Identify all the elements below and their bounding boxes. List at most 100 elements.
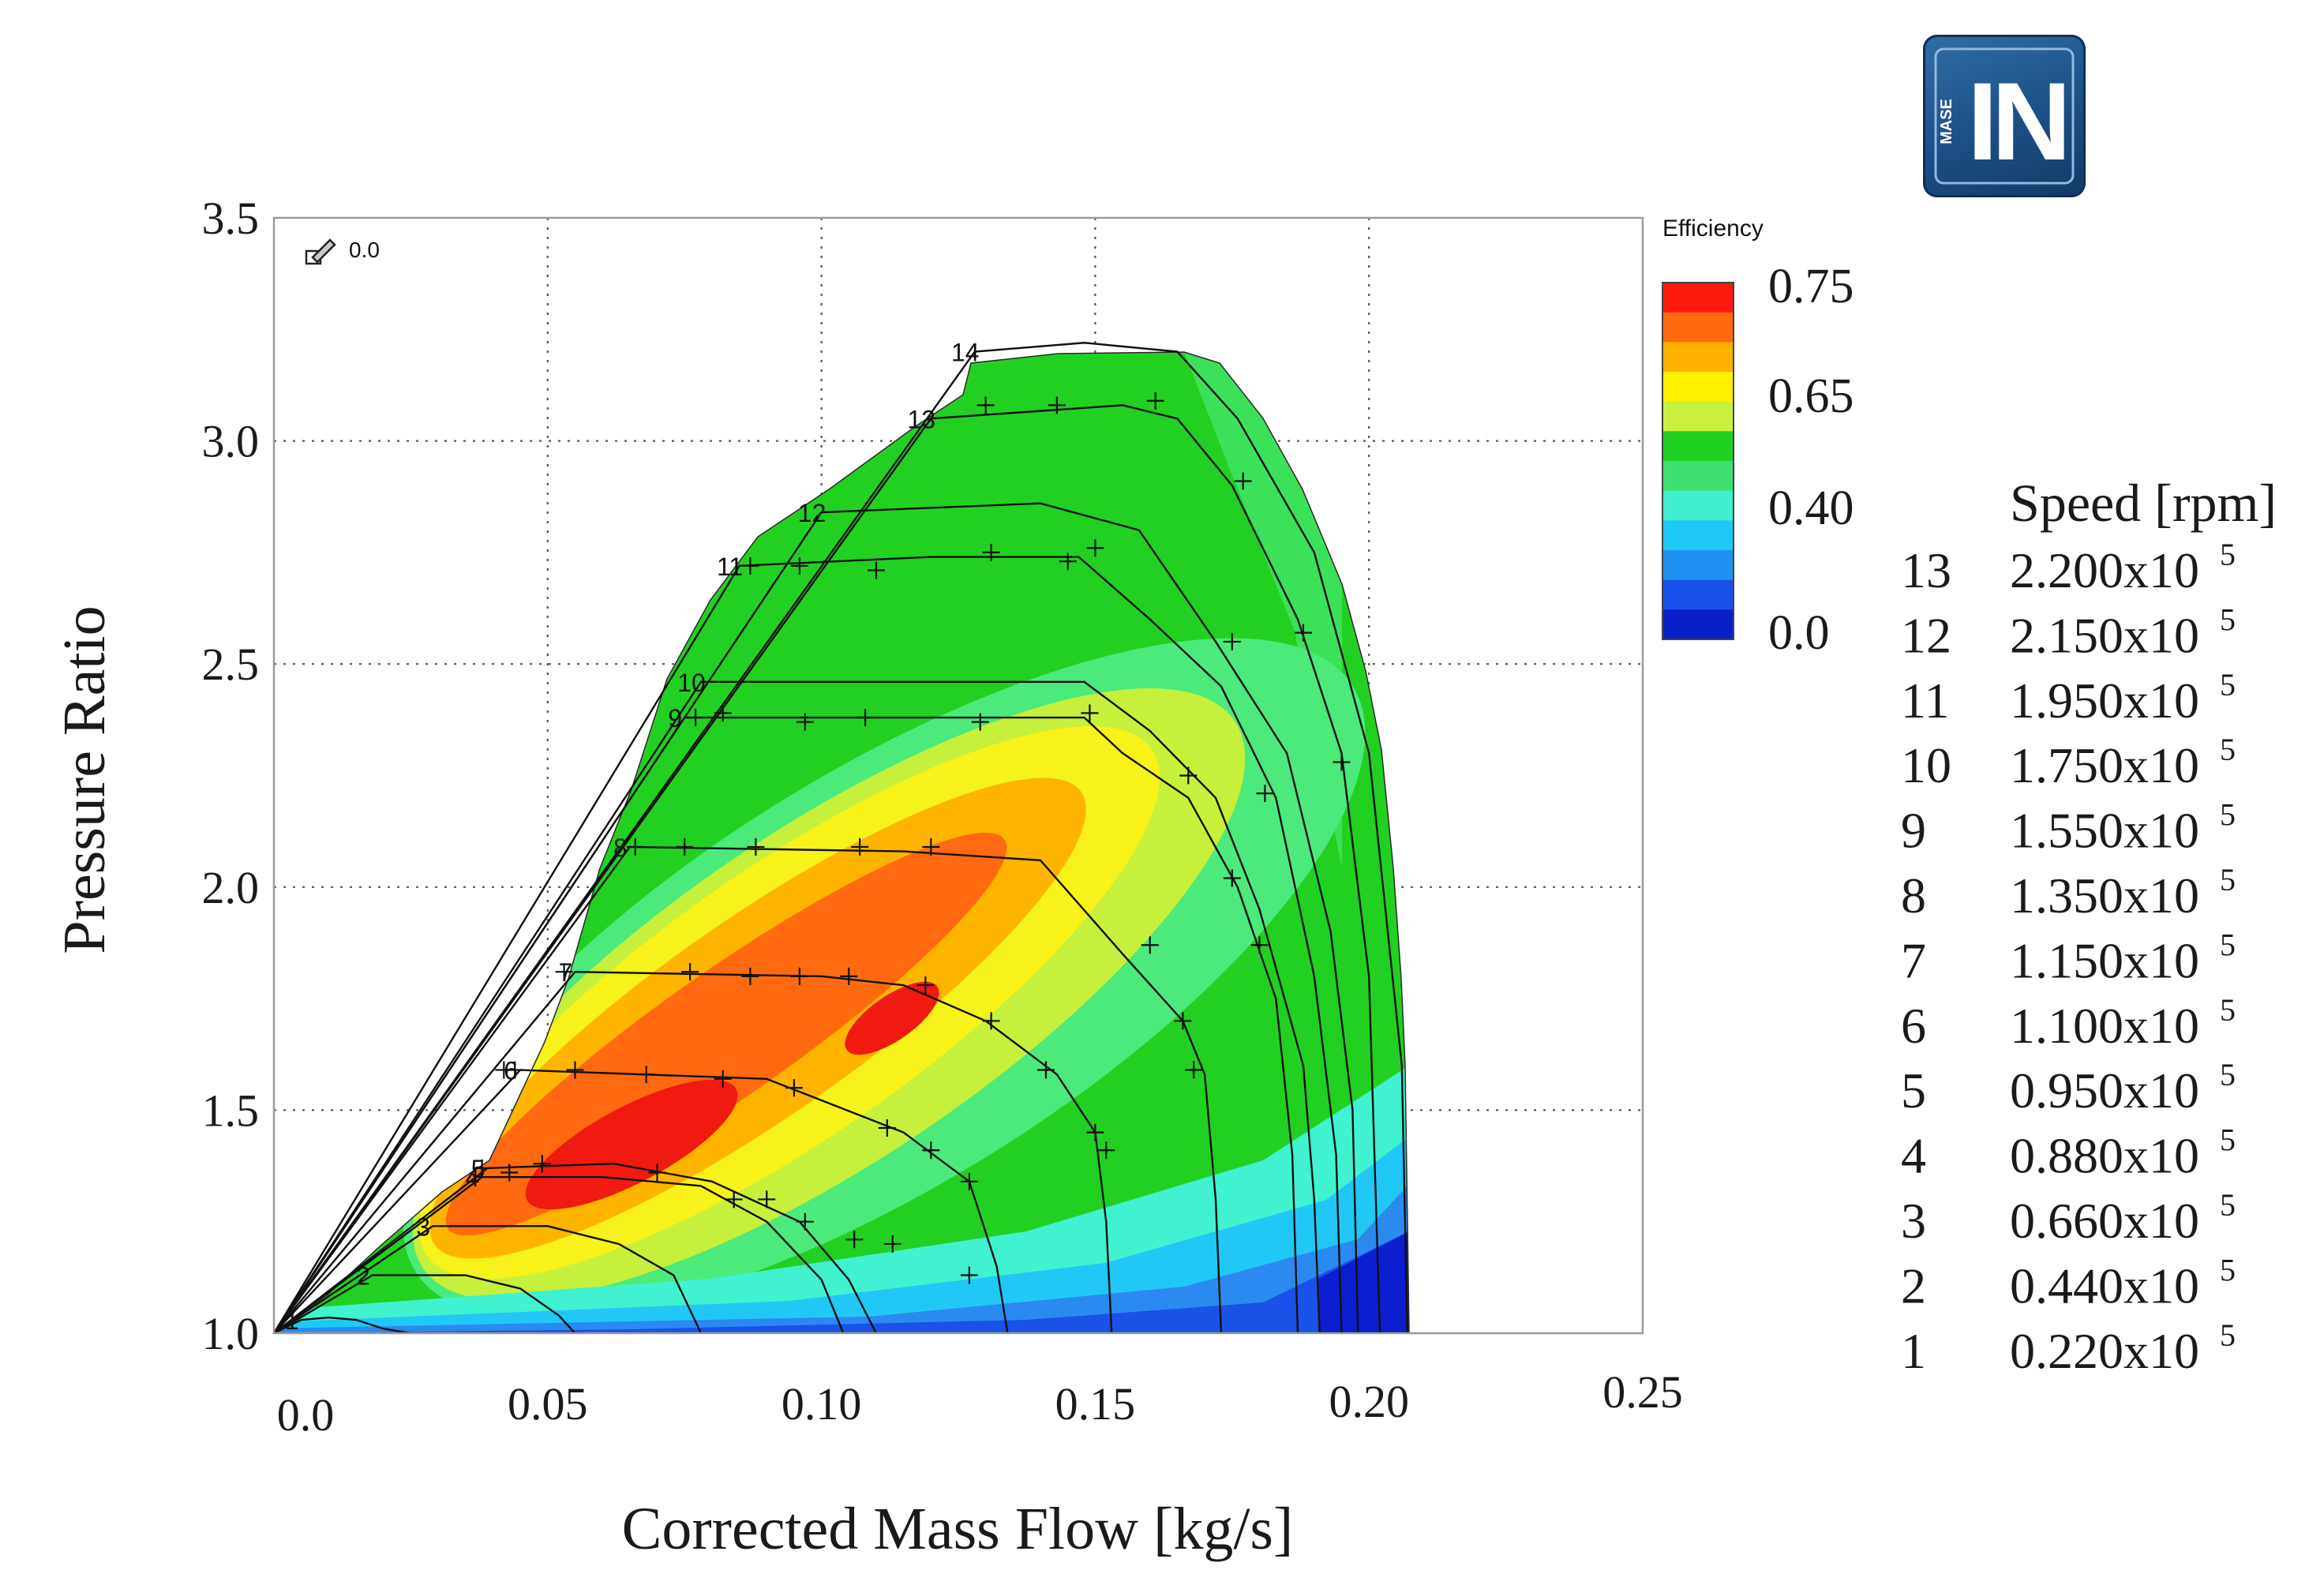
measured-point [790,967,808,985]
colorbar-tick-075: 0.75 [1768,260,1854,313]
speed-legend: Speed [rpm] 13 2.200x10 512 2.150x10 511 1.95… [1901,473,2277,1379]
speed-legend-id: 2 [1901,1257,1926,1313]
speed-legend-exponent: 5 [2220,992,2236,1028]
measured-point [971,713,989,731]
y-axis-ticks: 1.0 1.5 2.0 2.5 3.0 3.5 [202,193,260,1359]
measured-point [840,967,858,985]
speed-legend-id: 4 [1901,1128,1926,1184]
speed-legend-row: 1 0.220x10 5 [1901,1317,2236,1379]
measured-point [922,837,940,856]
colorbar-tick-00: 0.0 [1768,606,1830,660]
speed-legend-rows: 13 2.200x10 512 2.150x10 511 1.950x10 510 1.750… [1901,537,2236,1379]
measured-point [555,963,573,981]
pencil-icon [305,238,336,265]
speed-legend-value: 1.550x10 [2010,803,2199,859]
x-tick-label: 0.25 [1602,1366,1683,1418]
colorbar-tick-065: 0.65 [1768,369,1854,423]
speed-line-label-3: 3 [416,1212,430,1241]
measured-point [982,543,1000,561]
speed-legend-id: 12 [1901,607,1951,663]
measured-points [473,392,1351,1284]
speed-legend-id: 6 [1901,998,1926,1054]
colorbar: Efficiency 0.75 0.65 0.40 0.0 [1662,215,1854,660]
speed-line-8 [274,845,1223,1333]
speed-legend-value: 1.350x10 [2010,867,2199,924]
measured-point [566,1061,584,1079]
colorbar-cell [1662,401,1734,432]
measured-point [500,1163,519,1182]
contour-band-green-ridge [1184,352,1342,868]
speed-legend-id: 5 [1901,1062,1926,1118]
speed-line-2 [274,1274,576,1333]
speed-legend-row: 12 2.150x10 5 [1901,601,2236,663]
x-tick-label: 0.0 [277,1389,335,1441]
speed-legend-value: 2.150x10 [2010,607,2199,663]
speed-legend-exponent: 5 [2220,797,2236,833]
logo: MASE IN [1923,35,2086,197]
x-axis-ticks: 0.0 0.05 0.10 0.15 0.20 0.25 [277,1366,1683,1441]
colorbar-cell [1662,431,1734,462]
colorbar-cell [1662,579,1734,610]
speed-line-label-11: 11 [717,553,743,581]
colorbar-cell [1662,283,1734,313]
measured-point [1059,553,1077,571]
speed-legend-id: 10 [1901,737,1951,793]
speed-legend-exponent: 5 [2220,1122,2236,1158]
speed-legend-id: 3 [1901,1193,1926,1249]
speed-legend-id: 1 [1901,1323,1926,1379]
speed-line-label-13: 13 [908,405,936,433]
x-tick-label: 0.15 [1055,1378,1136,1429]
measured-point [1048,396,1066,414]
speed-legend-row: 9 1.550x10 5 [1901,797,2236,859]
y-tick-label: 3.5 [202,193,260,244]
colorbar-cell [1662,520,1734,551]
speed-legend-value: 1.750x10 [2010,737,2199,793]
logo-text: IN [1967,59,2065,183]
measured-point [878,1119,896,1137]
speed-legend-row: 7 1.150x10 5 [1901,927,2236,988]
measured-point [796,713,814,731]
measured-point [922,1141,940,1160]
efficiency-contours [274,352,1409,1333]
measured-point [982,1012,1000,1030]
measured-point [796,1212,814,1231]
measured-point [1081,704,1099,722]
speed-legend-exponent: 5 [2220,862,2236,897]
contour-band-red-high [845,981,939,1055]
measured-point [785,1079,803,1097]
measured-point [1086,1123,1104,1141]
speed-legend-id: 13 [1901,542,1951,598]
measured-point [1036,1061,1055,1079]
speed-legend-exponent: 5 [2220,1057,2236,1092]
speed-legend-id: 7 [1901,932,1926,988]
speed-line-label-12: 12 [798,499,827,527]
speed-legend-value: 0.440x10 [2010,1257,2199,1313]
y-tick-label: 3.0 [202,416,260,467]
speed-legend-value: 1.100x10 [2010,998,2199,1054]
colorbar-frame [1662,282,1734,640]
contour-band-blue-light [274,1184,1409,1333]
measured-point [1086,539,1104,557]
measured-point [1256,785,1274,803]
colorbar-cell [1662,312,1734,343]
speed-line-12 [274,502,1359,1333]
speed-line-label-9: 9 [668,704,682,733]
speed-legend-value: 2.200x10 [2010,542,2199,598]
measured-point [960,1172,978,1190]
speed-legend-id: 9 [1901,803,1926,859]
speed-legend-exponent: 5 [2220,601,2236,637]
measured-point [1174,1012,1192,1030]
measured-point [867,561,885,579]
speed-line-1 [274,1317,411,1333]
measured-point [790,556,808,575]
colorbar-cell [1662,372,1734,403]
measured-point [976,396,995,414]
measured-point [637,1066,655,1084]
logo-mark: MASE IN [1934,47,2075,185]
measured-point [714,704,732,722]
speed-legend-value: 1.150x10 [2010,932,2199,988]
speed-legend-row: 8 1.350x10 5 [1901,862,2236,924]
measured-point [883,1235,901,1253]
speed-legend-row: 4 0.880x10 5 [1901,1122,2236,1184]
measured-point [758,1190,776,1208]
